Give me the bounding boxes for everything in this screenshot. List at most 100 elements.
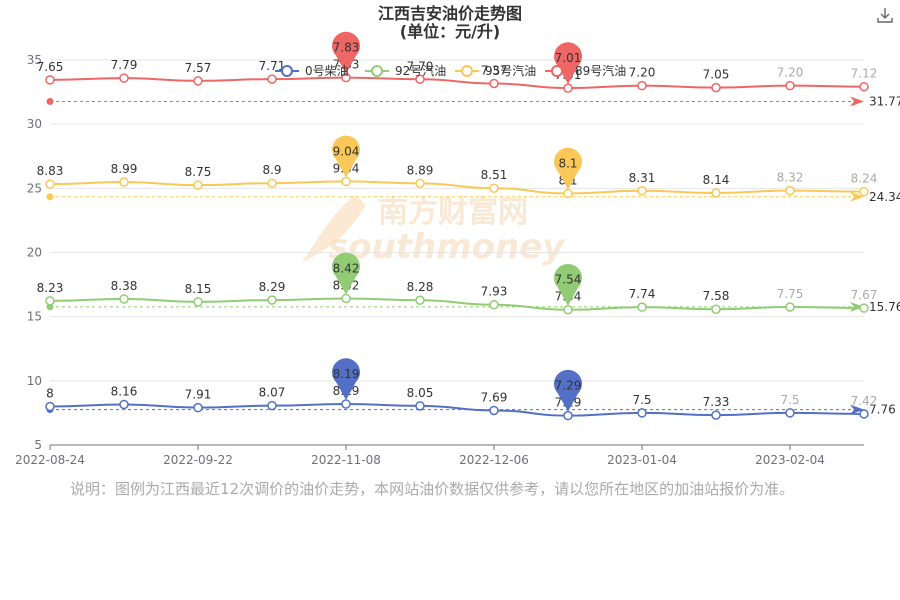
data-point	[489, 405, 499, 416]
data-label: 8.07	[259, 386, 286, 400]
data-point	[785, 302, 795, 312]
min-marker-shape	[554, 369, 582, 412]
data-label: 7.5	[632, 393, 651, 407]
data-label: 8.38	[111, 279, 138, 293]
min-marker: 7.29	[554, 369, 582, 412]
average-arrow	[850, 404, 864, 415]
data-point	[563, 304, 573, 315]
max-marker: 8.19	[332, 358, 361, 401]
data-label: 8.89	[407, 163, 434, 177]
data-label: 7.93	[481, 285, 508, 299]
data-label: 8.32	[777, 171, 804, 185]
data-label: 8.24	[851, 172, 878, 186]
average-label: 7.76	[869, 403, 896, 417]
data-point	[785, 185, 795, 196]
data-label: 7.67	[851, 288, 878, 302]
x-tick-label: 2022-08-24	[15, 453, 85, 467]
x-tick-label: 2022-11-08	[311, 453, 381, 467]
data-point	[637, 302, 647, 312]
data-label: 8	[46, 387, 54, 401]
y-tick-label: 30	[27, 117, 42, 131]
data-point	[563, 83, 573, 93]
data-label: 7.05	[703, 68, 730, 82]
data-point	[637, 186, 647, 196]
data-label: 8.29	[259, 280, 286, 294]
data-point	[711, 410, 721, 420]
y-tick-label: 15	[27, 310, 42, 324]
min-marker: 7.54	[554, 263, 582, 306]
data-point	[563, 188, 573, 199]
legend-label: 89号汽油	[575, 63, 626, 78]
series-line	[49, 403, 865, 417]
data-label: 7.42	[851, 394, 878, 408]
legend-label: 95号汽油	[485, 63, 536, 78]
max-marker-label: 8.19	[333, 367, 360, 381]
data-point	[341, 176, 351, 187]
data-point	[415, 74, 425, 84]
data-label: 8.14	[703, 173, 730, 187]
data-point	[119, 73, 129, 83]
data-label: 7.70	[407, 59, 434, 73]
legend-marker	[371, 65, 383, 77]
min-marker: 8.1	[554, 147, 582, 190]
data-point	[119, 177, 129, 187]
data-label: 7.5	[780, 393, 799, 407]
data-label: 8.31	[629, 171, 656, 185]
data-point	[193, 297, 203, 307]
max-marker-label: 9.04	[333, 144, 360, 158]
data-point	[489, 299, 499, 310]
data-label: 7.79	[111, 58, 138, 72]
data-point	[45, 179, 55, 189]
data-label: 8.28	[407, 280, 434, 294]
data-point	[193, 76, 203, 86]
data-point	[415, 178, 425, 189]
legend-label: 0号柴油	[305, 64, 349, 78]
max-marker-shape	[332, 31, 360, 74]
average-label: 24.34	[869, 190, 900, 204]
data-point	[563, 410, 573, 421]
y-tick-label: 5	[34, 438, 42, 452]
y-tick-label: 20	[27, 246, 42, 260]
download-icon[interactable]	[876, 6, 894, 24]
data-point	[119, 399, 129, 410]
data-label: 7.20	[629, 66, 656, 80]
data-label: 8.05	[407, 386, 434, 400]
data-point	[859, 81, 869, 92]
data-point	[637, 408, 647, 418]
data-point	[711, 304, 721, 314]
average-label: 31.77	[869, 94, 900, 108]
x-tick-label: 2023-01-04	[607, 453, 677, 467]
data-label: 7.57	[185, 61, 212, 75]
data-point	[193, 402, 203, 413]
min-marker-label: 7.29	[555, 379, 582, 393]
data-point	[859, 303, 869, 313]
data-point	[415, 401, 425, 411]
max-marker-shape	[332, 358, 361, 401]
data-label: 7.37	[481, 63, 508, 77]
min-marker: 7.01	[554, 42, 582, 85]
data-point	[859, 186, 869, 197]
data-label: 7.20	[777, 66, 804, 80]
data-point	[637, 80, 647, 91]
chart-note: 说明：图例为江西最近12次调价的油价走势，本网站油价数据仅供参考，请以您所在地区…	[70, 480, 795, 498]
data-label: 7.58	[703, 289, 730, 303]
chart-title: 江西吉安油价走势图	[377, 4, 522, 23]
data-label: 8.16	[111, 384, 138, 398]
data-label: 8.23	[37, 281, 64, 295]
legend-label: 92号汽油	[395, 63, 446, 78]
data-point	[785, 80, 795, 91]
series-line	[49, 76, 865, 90]
series-line	[49, 180, 865, 195]
data-point	[193, 180, 203, 190]
max-marker: 8.42	[332, 252, 361, 295]
max-marker: 9.04	[332, 135, 361, 178]
min-marker-label: 7.54	[555, 273, 582, 287]
x-tick-label: 2022-12-06	[459, 453, 529, 467]
average-arrow	[850, 96, 864, 107]
data-label: 7.91	[185, 388, 212, 402]
data-point	[45, 401, 55, 412]
data-point	[45, 75, 55, 85]
data-label: 7.65	[37, 60, 64, 74]
data-point	[785, 408, 795, 418]
